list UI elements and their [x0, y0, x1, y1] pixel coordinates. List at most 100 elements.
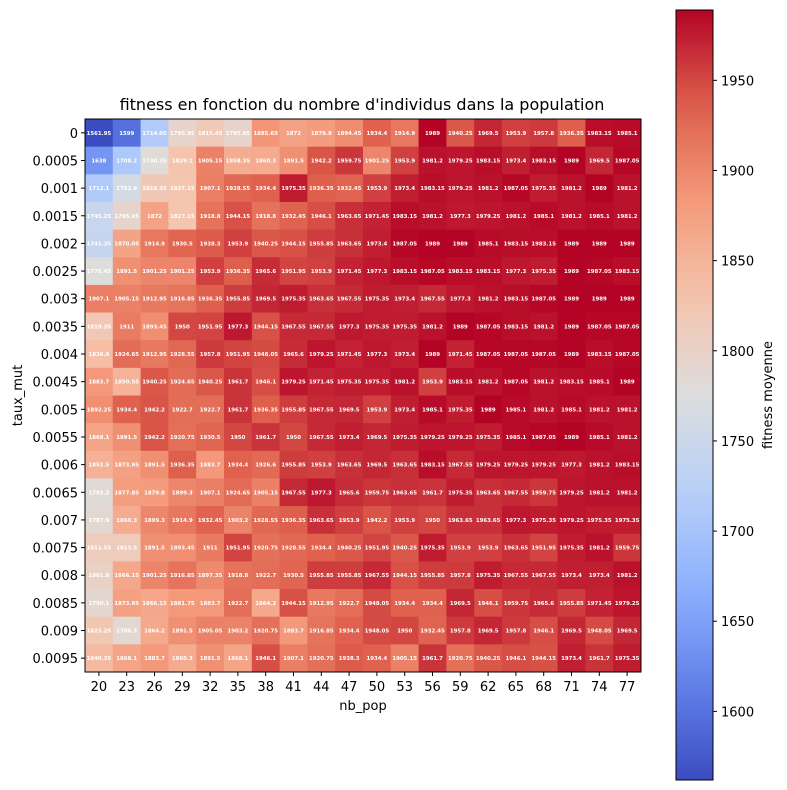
cell-value-label: 1905.15 [392, 656, 417, 662]
cell-value-label: 1891.5 [116, 435, 137, 441]
cell-value-label: 1967.55 [504, 490, 529, 496]
cell-value-label: 1961.7 [255, 435, 276, 441]
cell-value-label: 1989 [564, 297, 579, 303]
heatmap-cell [363, 257, 392, 286]
cell-value-label: 1819.35 [87, 324, 112, 330]
x-tick-label: 32 [202, 680, 219, 695]
heatmap-cell [224, 340, 253, 369]
cell-value-label: 1961.7 [227, 380, 248, 386]
y-tick-label: 0.004 [41, 348, 78, 363]
cell-value-label: 1967.55 [281, 324, 306, 330]
heatmap-cell [585, 201, 614, 231]
cell-value-label: 1985.1 [505, 435, 526, 441]
heatmap-cell [474, 174, 503, 203]
cell-value-label: 1873.95 [114, 463, 139, 469]
heatmap-cell [168, 284, 197, 314]
cell-value-label: 1983.15 [504, 324, 529, 330]
heatmap-cell [363, 229, 392, 258]
cell-value-label: 1782.3 [88, 490, 109, 496]
cell-value-label: 1973.4 [394, 186, 415, 192]
x-tick-label: 68 [535, 680, 552, 695]
cell-value-label: 1989 [453, 324, 468, 330]
heatmap-cell [474, 589, 503, 618]
heatmap-cell [557, 146, 586, 175]
cell-value-label: 1938.3 [200, 241, 221, 247]
cell-value-label: 1987.05 [615, 158, 640, 164]
x-tick-label: 56 [424, 680, 441, 695]
heatmap-cell [557, 616, 586, 645]
heatmap-cell [279, 367, 308, 396]
cell-value-label: 1883.7 [200, 601, 221, 607]
heatmap-cell [85, 506, 114, 535]
cell-value-label: 1946.1 [311, 214, 332, 220]
cell-value-label: 1873.95 [114, 601, 139, 607]
heatmap-cell [112, 174, 142, 203]
heatmap-cell [112, 561, 142, 590]
cell-value-label: 1981.2 [589, 546, 610, 552]
cell-value-label: 1957.8 [200, 352, 221, 358]
heatmap-cell [307, 589, 336, 618]
cell-value-label: 1914.9 [394, 131, 415, 137]
cell-value-label: 1965.6 [339, 490, 360, 496]
heatmap-cell [529, 312, 559, 341]
heatmap-cell [613, 257, 642, 286]
heatmap-cell [279, 533, 308, 562]
heatmap-cell [85, 395, 114, 424]
heatmap-cell [557, 257, 586, 286]
heatmap-cell [557, 367, 586, 396]
heatmap-cell [196, 395, 225, 424]
heatmap-cell [418, 395, 447, 424]
cell-value-label: 1914.9 [172, 518, 193, 524]
heatmap-cell [474, 367, 503, 396]
heatmap-cell [140, 533, 169, 562]
heatmap-cell [418, 174, 447, 203]
cell-value-label: 1969.5 [255, 297, 276, 303]
cell-value-label: 1894.45 [337, 131, 362, 137]
heatmap-cell [196, 229, 225, 258]
cell-value-label: 1872 [286, 131, 301, 137]
heatmap-cell [474, 423, 503, 452]
heatmap-cell [251, 201, 281, 231]
cell-value-label: 1934.4 [255, 186, 276, 192]
cell-value-label: 1881.75 [170, 601, 195, 607]
heatmap-cell [168, 229, 197, 258]
heatmap-cell [557, 561, 586, 590]
heatmap-cell [140, 478, 169, 507]
heatmap-cell [307, 644, 336, 673]
heatmap-cell [557, 340, 586, 369]
heatmap-cell [390, 395, 420, 424]
heatmap-cell [418, 340, 447, 369]
cell-value-label: 1987.05 [531, 352, 556, 358]
heatmap-cell [224, 119, 253, 148]
colorbar-tick-label: 1600 [721, 705, 754, 720]
cell-value-label: 1979.25 [559, 490, 584, 496]
cell-value-label: 1967.55 [531, 573, 556, 579]
cell-value-label: 1934.4 [339, 629, 360, 635]
heatmap-cell [363, 589, 392, 618]
y-tick-label: 0.0055 [33, 431, 79, 446]
heatmap-cell [613, 395, 642, 424]
cell-value-label: 1979.25 [559, 518, 584, 524]
cell-value-label: 1795.95 [170, 131, 195, 137]
cell-value-label: 1977.3 [561, 463, 582, 469]
heatmap-cell [140, 395, 169, 424]
cell-value-label: 1963.65 [504, 546, 529, 552]
heatmap-cell [474, 561, 503, 590]
heatmap-cell [529, 257, 559, 286]
heatmap-cell [529, 229, 559, 258]
y-tick-label: 0.009 [41, 625, 78, 640]
heatmap-cell [335, 340, 364, 369]
cell-value-label: 1971.45 [337, 352, 362, 358]
cell-value-label: 1950 [397, 629, 412, 635]
cell-value-label: 1987.05 [392, 241, 417, 247]
x-tick-label: 41 [285, 680, 302, 695]
heatmap-cell [446, 589, 475, 618]
heatmap-cell [363, 616, 392, 645]
cell-value-label: 1975.35 [448, 407, 473, 413]
heatmap-cell [251, 119, 281, 148]
cell-value-label: 1944.15 [281, 601, 306, 607]
y-tick-label: 0.008 [41, 569, 78, 584]
cell-value-label: 1977.3 [339, 324, 360, 330]
heatmap-cell [196, 423, 225, 452]
cell-value-label: 1973.4 [339, 435, 360, 441]
